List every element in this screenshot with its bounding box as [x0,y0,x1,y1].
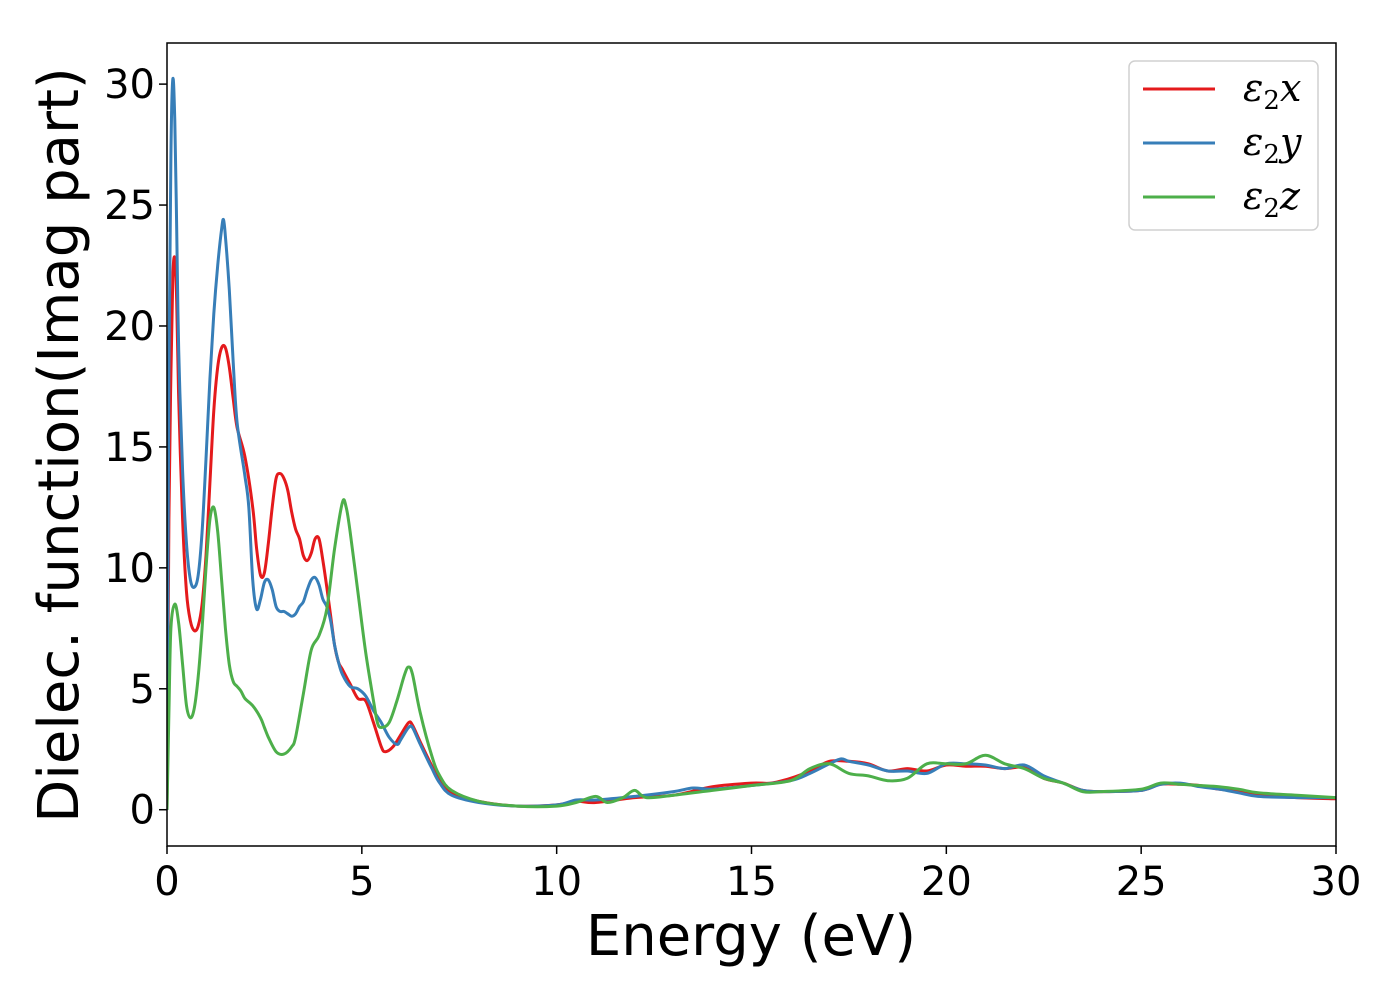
y-tick-label: 5 [130,667,155,713]
y-tick-label: 10 [104,546,155,592]
y-axis-title: Dielec. function(Imag part) [27,67,92,823]
series-lines [167,76,1336,810]
legend-label-x: ε2x [1243,66,1301,116]
x-axis-ticks: 0 5 10 15 20 25 30 [154,846,1361,905]
y-tick-label: 30 [104,62,155,108]
legend-label-z: ε2z [1243,174,1301,224]
series-line-x [167,255,1336,810]
x-tick-label: 20 [921,859,972,905]
y-tick-label: 25 [104,183,155,229]
legend-box [1128,60,1319,231]
x-axis-title: Energy (eV) [586,904,916,969]
x-tick-label: 25 [1116,859,1167,905]
x-tick-label: 5 [349,859,374,905]
y-tick-label: 20 [104,304,155,350]
x-tick-label: 15 [726,859,777,905]
y-tick-label: 0 [130,788,155,834]
y-axis-ticks: 0 5 10 15 20 25 30 [104,62,167,834]
x-tick-label: 0 [154,859,179,905]
series-line-z [167,498,1336,810]
legend-label-y: ε2y [1243,120,1302,170]
x-tick-label: 30 [1311,859,1362,905]
x-tick-label: 10 [531,859,582,905]
y-tick-label: 15 [104,425,155,471]
